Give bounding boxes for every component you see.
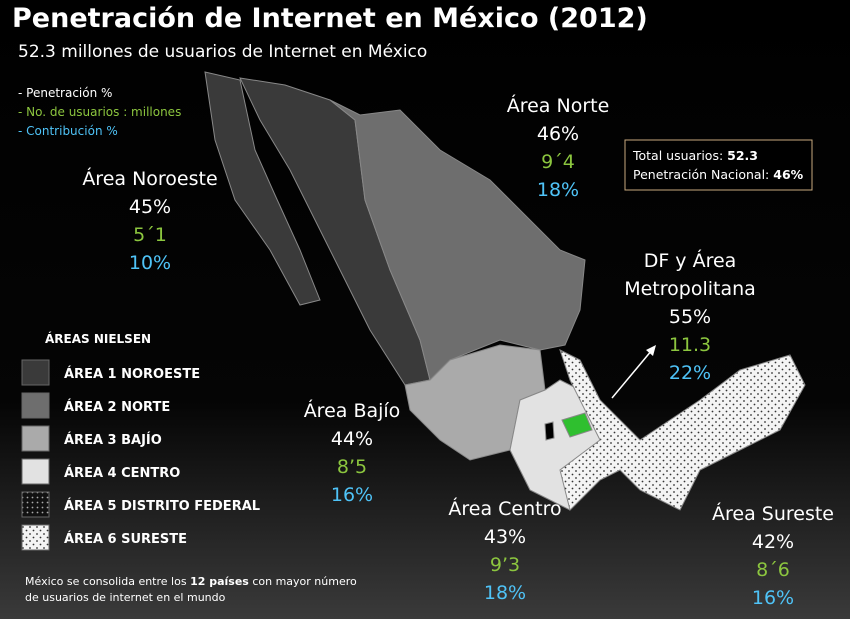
summary-label: Penetración Nacional: — [633, 167, 769, 182]
region-df — [544, 421, 555, 441]
area-penetration: 46% — [537, 123, 579, 145]
summary-row: Penetración Nacional: 46% — [633, 167, 804, 182]
arrow-head — [646, 345, 656, 356]
area-contribution: 22% — [669, 362, 711, 384]
map — [204, 71, 806, 511]
area-users: 11.3 — [669, 334, 711, 356]
area-penetration: 43% — [484, 526, 526, 548]
footnote-text: con mayor número — [252, 575, 357, 588]
legend-label: ÁREA 5 DISTRITO FEDERAL — [64, 498, 260, 514]
area-users: 9´4 — [541, 151, 575, 173]
legend-label: ÁREA 6 SURESTE — [64, 531, 187, 547]
key-item: - Contribución % — [18, 124, 118, 138]
summary-row: Total usuarios: 52.3 — [632, 148, 758, 163]
legend-swatch — [21, 491, 50, 518]
area-name: Metropolitana — [624, 278, 756, 300]
footnote-text: México se consolida entre los — [25, 575, 187, 588]
area-name: Área Noroeste — [82, 167, 217, 190]
area-penetration: 42% — [752, 531, 794, 553]
legend-title: ÁREAS NIELSEN — [45, 331, 151, 346]
key-item: - No. de usuarios : millones — [18, 105, 181, 119]
legend: ÁREA 1 NOROESTE ÁREA 2 NORTE ÁREA 3 BAJÍO Á… — [21, 359, 260, 551]
area-contribution: 18% — [484, 582, 526, 604]
footnote-bold: 12 países — [190, 575, 249, 588]
area-users: 5´1 — [133, 224, 167, 246]
legend-swatch — [21, 425, 50, 452]
area-name: DF y Área — [644, 249, 737, 272]
legend-swatch — [21, 392, 50, 419]
arrow — [611, 349, 653, 399]
area-penetration: 44% — [331, 428, 373, 450]
area-name: Área Norte — [507, 94, 610, 117]
area-labels: Área Noroeste 45% 5´1 10% Área Norte 46% 9´4 18… — [82, 94, 834, 609]
area-users: 8’5 — [337, 456, 367, 478]
legend-swatch — [21, 359, 50, 386]
area-penetration: 45% — [129, 196, 171, 218]
summary-value: 52.3 — [727, 148, 758, 163]
title: Penetración de Internet en México (2012) — [12, 3, 648, 34]
area-users: 9’3 — [490, 554, 520, 576]
area-contribution: 10% — [129, 252, 171, 274]
summary-box — [624, 139, 813, 191]
area-contribution: 16% — [331, 484, 373, 506]
area-name: Área Sureste — [712, 502, 834, 525]
summary-value: 46% — [773, 167, 803, 182]
area-name: Área Bajío — [304, 399, 401, 422]
region-sureste — [559, 349, 806, 511]
legend-swatch — [21, 524, 50, 551]
legend-label: ÁREA 3 BAJÍO — [64, 432, 162, 448]
key-item: - Penetración % — [18, 86, 112, 100]
area-penetration: 55% — [669, 306, 711, 328]
region-df — [561, 412, 593, 438]
area-users: 8´6 — [756, 559, 790, 581]
region-noroeste — [204, 71, 321, 306]
legend-label: ÁREA 4 CENTRO — [64, 465, 180, 481]
legend-swatch — [21, 458, 50, 485]
region-norte — [329, 99, 586, 381]
area-contribution: 18% — [537, 179, 579, 201]
area-contribution: 16% — [752, 587, 794, 609]
footnote: de usuarios de internet en el mundo — [25, 591, 226, 604]
area-name: Área Centro — [448, 497, 561, 520]
footnote: México se consolida entre los 12 países … — [25, 575, 357, 588]
legend-label: ÁREA 1 NOROESTE — [64, 366, 200, 382]
subtitle: 52.3 millones de usuarios de Internet en… — [18, 42, 427, 62]
legend-label: ÁREA 2 NORTE — [64, 399, 170, 415]
summary-label: Total usuarios: — [632, 148, 723, 163]
